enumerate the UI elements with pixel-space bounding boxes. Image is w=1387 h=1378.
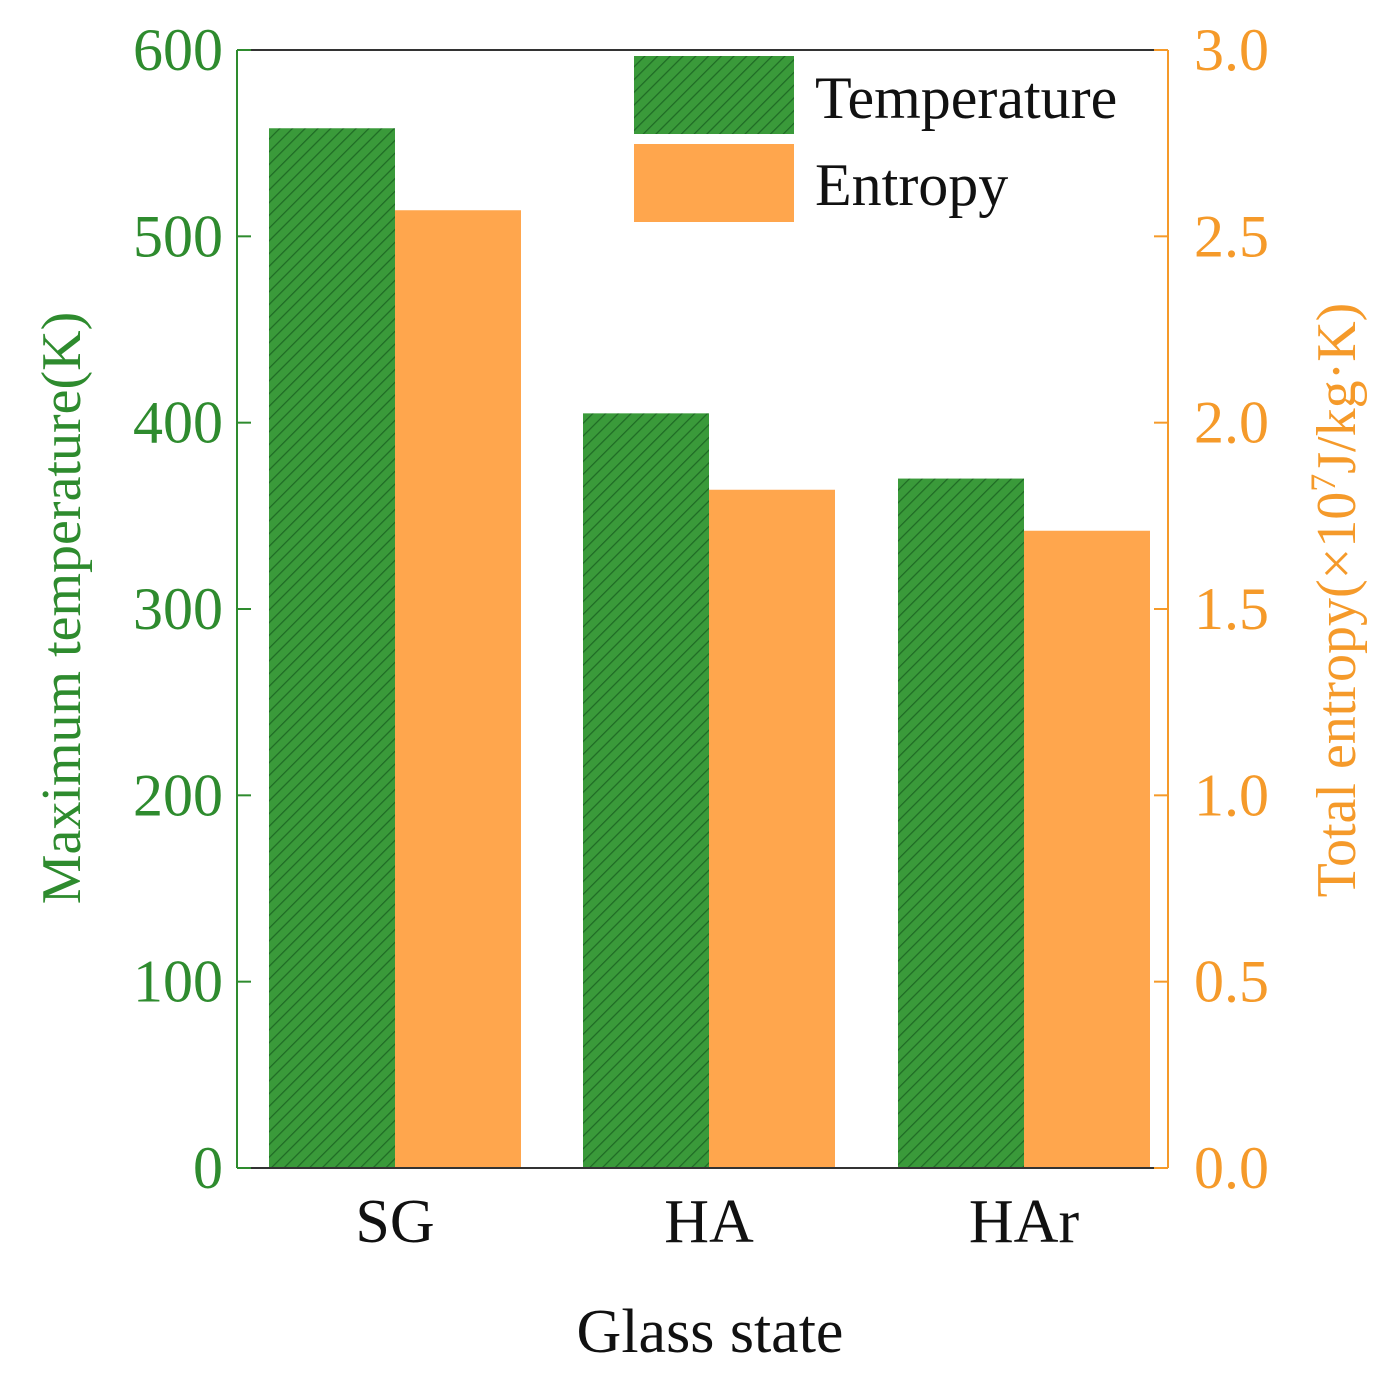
left-tick-label: 0 — [193, 1135, 223, 1201]
legend-swatch-temperature — [634, 56, 794, 134]
right-tick-label: 0.0 — [1194, 1135, 1269, 1201]
right-axis-title-suffix: J/kg·K) — [1306, 303, 1368, 474]
right-tick-label: 2.5 — [1194, 203, 1269, 269]
right-tick-label: 0.5 — [1194, 949, 1269, 1015]
left-tick-label: 400 — [133, 390, 223, 456]
right-axis-ticks: 0.0 0.5 1.0 1.5 2.0 2.5 3.0 — [1154, 17, 1269, 1201]
legend-swatch-entropy — [634, 144, 794, 222]
bar-entropy-har — [1024, 530, 1150, 1168]
right-tick-label: 1.0 — [1194, 762, 1269, 828]
right-axis-title-exponent: 7 — [1303, 474, 1343, 492]
left-tick-label: 100 — [133, 949, 223, 1015]
left-tick-label: 500 — [133, 203, 223, 269]
right-axis-title-prefix: Total entropy(×10 — [1306, 492, 1368, 898]
x-axis-title: Glass state — [577, 1298, 844, 1366]
left-axis-ticks: 0 100 200 300 400 500 600 — [133, 17, 251, 1201]
left-tick-label: 200 — [133, 762, 223, 828]
bars-group — [269, 128, 1150, 1169]
right-tick-label: 1.5 — [1194, 576, 1269, 642]
legend: Temperature Entropy — [634, 56, 1117, 222]
bar-temperature-sg — [269, 128, 395, 1168]
left-tick-label: 300 — [133, 576, 223, 642]
right-tick-label: 2.0 — [1194, 390, 1269, 456]
category-label-sg: SG — [355, 1188, 434, 1256]
left-tick-label: 600 — [133, 17, 223, 83]
bar-temperature-har — [898, 478, 1024, 1169]
bar-temperature-ha — [583, 413, 709, 1169]
category-label-ha: HA — [664, 1188, 754, 1256]
left-axis-title: Maximum temperature(K) — [31, 312, 93, 904]
category-label-har: HAr — [969, 1188, 1080, 1256]
bar-entropy-sg — [395, 210, 521, 1168]
bar-entropy-ha — [709, 489, 835, 1168]
x-axis-category-labels: SG HA HAr — [355, 1188, 1079, 1256]
right-tick-label: 3.0 — [1194, 17, 1269, 83]
legend-label-temperature: Temperature — [815, 65, 1117, 131]
legend-label-entropy: Entropy — [815, 152, 1008, 218]
right-axis-title: Total entropy(×107J/kg·K) — [1303, 303, 1368, 898]
